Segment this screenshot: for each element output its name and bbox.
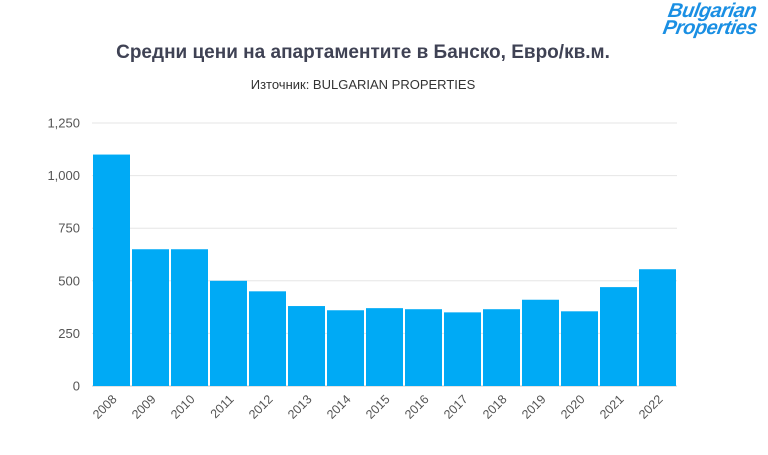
bar-2022 [639, 269, 676, 386]
x-tick-label: 2008 [90, 392, 120, 422]
bar-2016 [405, 309, 442, 386]
bar-2021 [600, 287, 637, 386]
x-tick-label: 2016 [402, 392, 432, 422]
bars [93, 154, 676, 386]
bar-2013 [288, 306, 325, 386]
bar-2010 [171, 249, 208, 386]
y-tick-label: 750 [58, 221, 80, 236]
bar-2019 [522, 299, 559, 386]
x-axis-ticks: 2008 2009 2010 2011 2012 2013 2014 2015 2016 2017… [90, 392, 666, 422]
x-tick-label: 2021 [597, 392, 627, 422]
x-tick-label: 2019 [519, 392, 549, 422]
bar-2011 [210, 280, 247, 386]
x-tick-label: 2022 [636, 392, 666, 422]
chart-title: Средни цени на апартаментите в Банско, Е… [116, 42, 610, 63]
x-tick-label: 2009 [129, 392, 159, 422]
y-tick-label: 0 [73, 379, 80, 394]
x-tick-label: 2013 [285, 392, 315, 422]
x-tick-label: 2017 [441, 392, 471, 422]
y-tick-label: 250 [58, 326, 80, 341]
x-tick-label: 2011 [208, 392, 237, 421]
bar-2020 [561, 311, 598, 386]
bar-2008 [93, 154, 130, 386]
bar-2014 [327, 310, 364, 386]
bar-2009 [132, 249, 169, 386]
bar-2018 [483, 309, 520, 386]
y-tick-label: 1,250 [47, 116, 80, 131]
bar-2012 [249, 291, 286, 386]
x-tick-label: 2012 [246, 392, 276, 422]
y-tick-label: 500 [58, 273, 80, 288]
x-tick-label: 2015 [363, 392, 393, 422]
chart-subtitle: Източник: BULGARIAN PROPERTIES [250, 77, 476, 92]
bar-2017 [444, 312, 481, 386]
bar-2015 [366, 308, 403, 386]
x-tick-label: 2010 [168, 392, 198, 422]
x-tick-label: 2020 [558, 392, 588, 422]
x-tick-label: 2018 [480, 392, 510, 422]
y-tick-label: 1,000 [47, 168, 80, 183]
x-tick-label: 2014 [324, 392, 354, 422]
y-axis-ticks: 0 250 500 750 1,000 1,250 [47, 116, 80, 394]
